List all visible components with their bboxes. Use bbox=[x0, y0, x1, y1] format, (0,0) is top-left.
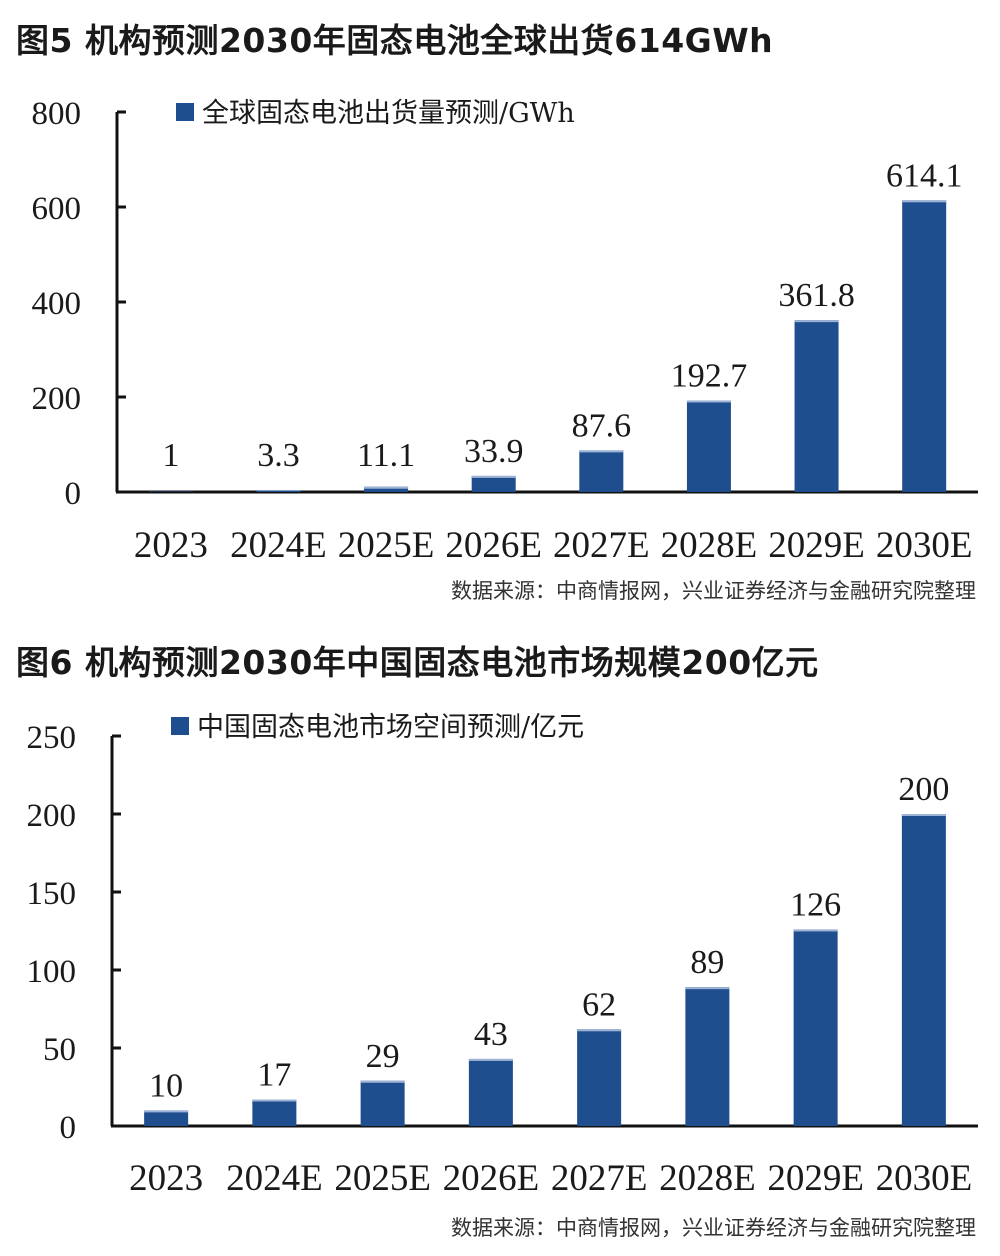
bar-top-highlight bbox=[793, 929, 838, 932]
category-label: 2025E bbox=[334, 1158, 431, 1199]
bar-top-highlight bbox=[794, 320, 839, 323]
y-tick-label: 50 bbox=[43, 1032, 76, 1068]
y-tick-label: 200 bbox=[27, 798, 77, 834]
y-tick-label: 100 bbox=[27, 954, 77, 990]
bar-top-highlight bbox=[579, 450, 624, 453]
bar-top-highlight bbox=[577, 1029, 622, 1032]
bar-top-highlight bbox=[686, 400, 731, 403]
bar bbox=[793, 929, 838, 1126]
bar-top-highlight bbox=[364, 486, 409, 489]
bar bbox=[360, 1080, 405, 1126]
data-label: 17 bbox=[257, 1056, 291, 1093]
bar-top-highlight bbox=[468, 1058, 513, 1061]
bar bbox=[256, 490, 301, 492]
bar bbox=[794, 320, 839, 492]
bar-top-highlight bbox=[901, 814, 946, 816]
y-tick-label: 400 bbox=[32, 286, 82, 322]
data-label: 126 bbox=[790, 886, 841, 923]
data-label: 87.6 bbox=[572, 407, 632, 444]
bar bbox=[579, 450, 624, 492]
bar bbox=[902, 200, 947, 493]
bar-top-highlight bbox=[902, 200, 947, 203]
bar bbox=[364, 486, 409, 492]
y-tick-label: 600 bbox=[32, 191, 82, 227]
data-label: 43 bbox=[474, 1016, 508, 1053]
bar bbox=[577, 1029, 622, 1126]
bar bbox=[686, 400, 731, 492]
legend-swatch bbox=[176, 103, 194, 121]
category-label: 2023 bbox=[129, 1158, 203, 1199]
data-label: 3.3 bbox=[257, 437, 300, 474]
data-label: 10 bbox=[149, 1067, 183, 1104]
y-tick-label: 0 bbox=[65, 476, 82, 512]
y-tick-label: 800 bbox=[32, 96, 82, 132]
y-tick-label: 250 bbox=[27, 720, 77, 756]
category-label: 2025E bbox=[338, 525, 435, 566]
data-label: 11.1 bbox=[357, 437, 415, 474]
category-label: 2028E bbox=[659, 1158, 756, 1199]
figure-5-title: 图5 机构预测2030年固态电池全球出货614GWh bbox=[16, 21, 774, 60]
bar bbox=[252, 1099, 297, 1126]
category-label: 2026E bbox=[445, 525, 542, 566]
bar bbox=[471, 475, 516, 492]
bar bbox=[685, 987, 730, 1126]
category-label: 2027E bbox=[553, 525, 650, 566]
category-label: 2026E bbox=[443, 1158, 540, 1199]
bar-top-highlight bbox=[685, 987, 730, 990]
category-label: 2029E bbox=[768, 525, 865, 566]
data-label: 29 bbox=[366, 1038, 400, 1075]
category-label: 2029E bbox=[767, 1158, 864, 1199]
category-label: 2030E bbox=[876, 1158, 973, 1199]
y-tick-label: 200 bbox=[32, 381, 82, 417]
legend-label: 全球固态电池出货量预测/GWh bbox=[202, 98, 575, 129]
bar bbox=[468, 1058, 513, 1126]
legend-label: 中国固态电池市场空间预测/亿元 bbox=[197, 712, 584, 743]
y-tick-label: 150 bbox=[27, 876, 77, 912]
data-label: 614.1 bbox=[886, 157, 963, 194]
category-label: 2028E bbox=[661, 525, 758, 566]
data-label: 361.8 bbox=[778, 277, 855, 314]
y-tick-label: 0 bbox=[60, 1110, 77, 1146]
figure-6-bar-chart: 0 50 100 150 200 250 10 2023 17 2024E 29 2025E 43 202… bbox=[27, 712, 978, 1199]
category-label: 2023 bbox=[134, 525, 208, 566]
legend-swatch bbox=[171, 717, 189, 735]
figure-5-bar-chart: 0 200 400 600 800 1 2023 3.3 2024E 11.1 2025E 33.9 2… bbox=[32, 96, 978, 566]
data-label: 1 bbox=[162, 437, 179, 474]
bar-top-highlight bbox=[471, 475, 516, 478]
category-label: 2027E bbox=[551, 1158, 648, 1199]
data-label: 89 bbox=[690, 944, 724, 981]
category-label: 2024E bbox=[230, 525, 327, 566]
figure-6-source-note: 数据来源：中商情报网，兴业证券经济与金融研究院整理 bbox=[451, 1216, 976, 1240]
category-label: 2024E bbox=[226, 1158, 323, 1199]
bar-top-highlight bbox=[360, 1080, 405, 1083]
bar-top-highlight bbox=[144, 1110, 189, 1113]
bar bbox=[144, 1110, 189, 1126]
bar bbox=[901, 814, 946, 1126]
figure-6-title: 图6 机构预测2030年中国固态电池市场规模200亿元 bbox=[16, 643, 819, 682]
bar-top-highlight bbox=[252, 1099, 297, 1102]
figure-5-source-note: 数据来源：中商情报网，兴业证券经济与金融研究院整理 bbox=[451, 579, 976, 603]
data-label: 200 bbox=[898, 771, 949, 808]
category-label: 2030E bbox=[876, 525, 973, 566]
data-label: 62 bbox=[582, 986, 616, 1023]
data-label: 192.7 bbox=[671, 357, 748, 394]
data-label: 33.9 bbox=[464, 433, 524, 470]
